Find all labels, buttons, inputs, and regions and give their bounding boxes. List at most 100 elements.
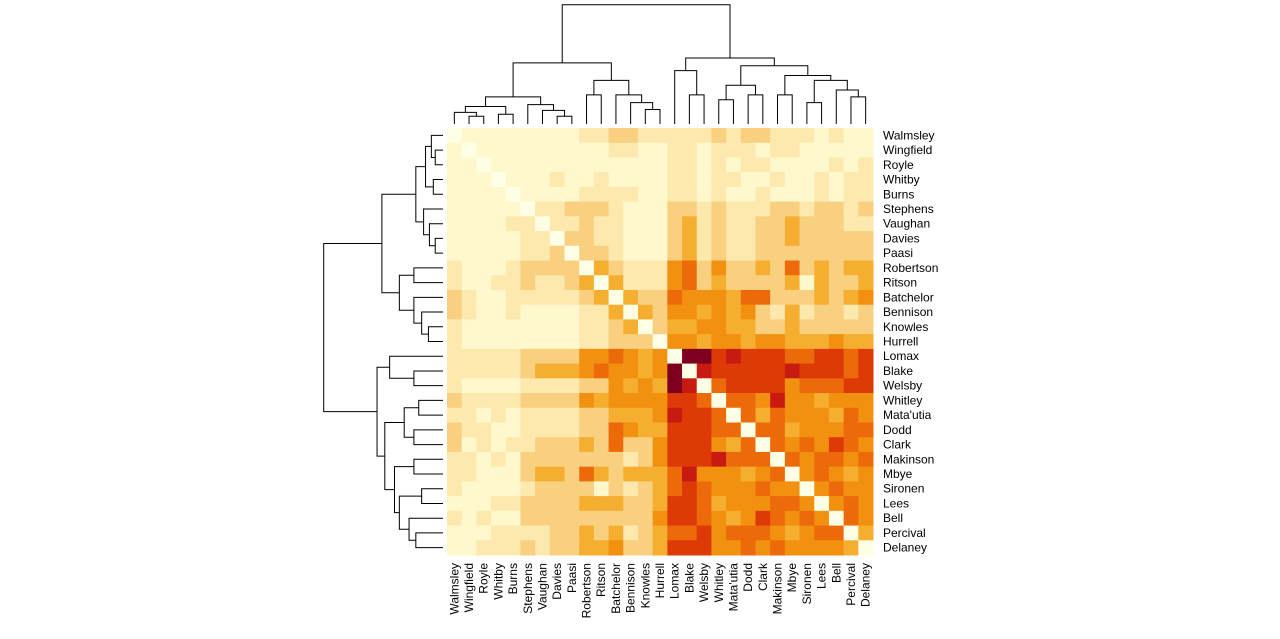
heat-cell — [784, 304, 801, 320]
heat-cell — [711, 142, 727, 158]
heat-cell — [755, 348, 771, 365]
heat-cell — [637, 142, 654, 158]
heat-cell — [637, 393, 654, 409]
heat-cell — [652, 451, 668, 468]
heat-cell — [549, 525, 566, 541]
heat-cell — [579, 363, 595, 379]
heat-cell — [564, 378, 580, 394]
heat-cell — [447, 510, 463, 527]
heat-cell — [682, 348, 698, 365]
heat-cell — [608, 393, 624, 409]
dendrogram-branch — [389, 355, 443, 379]
heat-cell — [667, 231, 683, 247]
heat-cell — [652, 422, 668, 438]
heat-cell — [696, 201, 712, 217]
heat-cell — [755, 407, 771, 423]
column-label: Blake — [682, 563, 696, 593]
heat-cell — [505, 275, 521, 291]
heat-cell — [799, 172, 815, 188]
heat-cell — [593, 451, 610, 468]
heat-cell — [520, 245, 536, 262]
dendrogram-branch — [468, 115, 485, 124]
heat-cell — [740, 319, 756, 335]
heat-cell — [682, 540, 698, 556]
heat-cell — [799, 510, 815, 527]
heat-cell — [682, 245, 698, 262]
heat-cell — [858, 201, 874, 217]
heat-cell — [447, 157, 463, 173]
heat-cell — [755, 451, 771, 468]
heat-cell — [520, 260, 536, 276]
heat-cell — [770, 275, 786, 291]
heat-cell — [520, 378, 536, 394]
heat-cell — [770, 231, 786, 247]
heat-cell — [784, 363, 801, 379]
heat-cell — [696, 157, 712, 173]
heat-cell — [858, 172, 874, 188]
row-label: Blake — [883, 364, 913, 378]
heat-cell — [858, 481, 874, 497]
heat-cell — [593, 525, 610, 541]
heat-cell — [814, 348, 830, 365]
heat-cell — [608, 157, 624, 173]
heat-cell — [637, 157, 654, 173]
heat-cell — [564, 142, 580, 158]
heat-cell — [858, 289, 874, 306]
heat-cell — [608, 289, 624, 306]
heat-cell — [652, 319, 668, 335]
heat-cell — [843, 496, 859, 512]
heat-cell — [711, 466, 727, 482]
heat-cell — [491, 319, 507, 335]
heat-cell — [520, 231, 536, 247]
heat-cell — [535, 172, 551, 188]
heat-cell — [726, 275, 742, 291]
heat-cell — [608, 245, 624, 262]
heat-cell — [535, 201, 551, 217]
row-label: Whitby — [883, 173, 920, 187]
heat-cell — [491, 466, 507, 482]
heat-cell — [623, 260, 639, 276]
heat-cell — [608, 128, 624, 144]
row-label: Vaughan — [883, 217, 930, 231]
heat-cell — [770, 510, 786, 527]
heat-cell — [652, 172, 668, 188]
heat-cell — [593, 437, 610, 453]
heat-cell — [799, 481, 815, 497]
heat-cell — [608, 172, 624, 188]
heat-cell — [667, 363, 683, 379]
dendrogram-branch — [593, 79, 630, 95]
heat-cell — [784, 525, 801, 541]
heat-cell — [637, 407, 654, 423]
heat-cell — [623, 304, 639, 320]
heat-cell — [696, 510, 712, 527]
heat-cell — [461, 378, 477, 394]
dendrogram-branch — [413, 458, 443, 475]
heat-cell — [491, 348, 507, 365]
heat-cell — [549, 422, 566, 438]
heat-cell — [476, 201, 492, 217]
heat-cell — [535, 245, 551, 262]
heat-cell — [593, 275, 610, 291]
heat-cell — [549, 481, 566, 497]
dendrogram-branch — [630, 102, 654, 124]
heat-cell — [593, 157, 610, 173]
heat-cell — [637, 186, 654, 203]
dendrogram-branch — [725, 84, 756, 100]
heat-cell — [593, 540, 610, 556]
column-label: Paasi — [565, 563, 579, 593]
heat-cell — [799, 201, 815, 217]
heat-cell — [623, 510, 639, 527]
heat-cell — [491, 142, 507, 158]
heat-cell — [637, 510, 654, 527]
heat-cell — [623, 186, 639, 203]
heat-cell — [652, 245, 668, 262]
heat-cell — [637, 172, 654, 188]
heat-cell — [711, 157, 727, 173]
heat-cell — [564, 128, 580, 144]
heat-cell — [637, 319, 654, 335]
heat-cell — [564, 304, 580, 320]
heat-cell — [520, 128, 536, 144]
row-label: Wingfield — [883, 143, 932, 157]
heat-cell — [623, 275, 639, 291]
